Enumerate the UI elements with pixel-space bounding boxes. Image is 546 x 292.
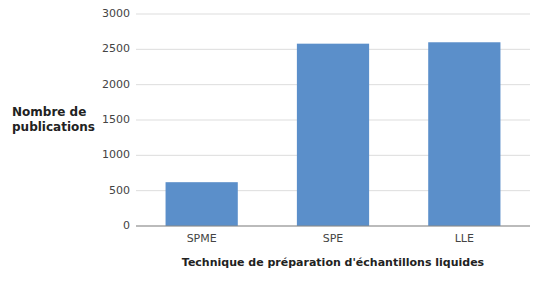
chart-svg: 0 500 1000 1500 2000 2500 3000 SPME SPE LLE Techni… xyxy=(0,0,546,292)
grid-line xyxy=(136,226,530,227)
y-tick-label: 0 xyxy=(123,219,130,232)
grid-line xyxy=(136,14,530,15)
y-tick-label: 1000 xyxy=(102,148,130,161)
x-axis-title: Technique de préparation d'échantillons … xyxy=(182,256,485,269)
y-axis-title: Nombre depublications xyxy=(12,105,95,134)
x-tick-label: SPE xyxy=(323,232,344,245)
x-axis: SPME SPE LLE xyxy=(136,226,530,245)
chart-container: 0 500 1000 1500 2000 2500 3000 SPME SPE LLE Techni… xyxy=(0,0,546,292)
y-tick-label: 500 xyxy=(109,184,130,197)
y-tick-label: 3000 xyxy=(102,7,130,20)
y-tick-label: 2500 xyxy=(102,42,130,55)
x-tick-label: SPME xyxy=(187,232,217,245)
bar xyxy=(428,42,500,226)
y-axis: 0 500 1000 1500 2000 2500 3000 xyxy=(102,7,130,232)
grid xyxy=(136,14,530,226)
y-axis-title-line: publications xyxy=(12,120,95,134)
y-tick-label: 1500 xyxy=(102,113,130,126)
y-axis-title-line: Nombre de xyxy=(12,105,86,119)
page: {"chart_data": {"type": "bar", "categori… xyxy=(0,0,546,292)
bars xyxy=(166,42,501,226)
x-tick-label: LLE xyxy=(455,232,474,245)
bar xyxy=(297,44,369,226)
y-tick-label: 2000 xyxy=(102,78,130,91)
bar xyxy=(166,182,238,226)
x-axis-line xyxy=(136,226,530,227)
